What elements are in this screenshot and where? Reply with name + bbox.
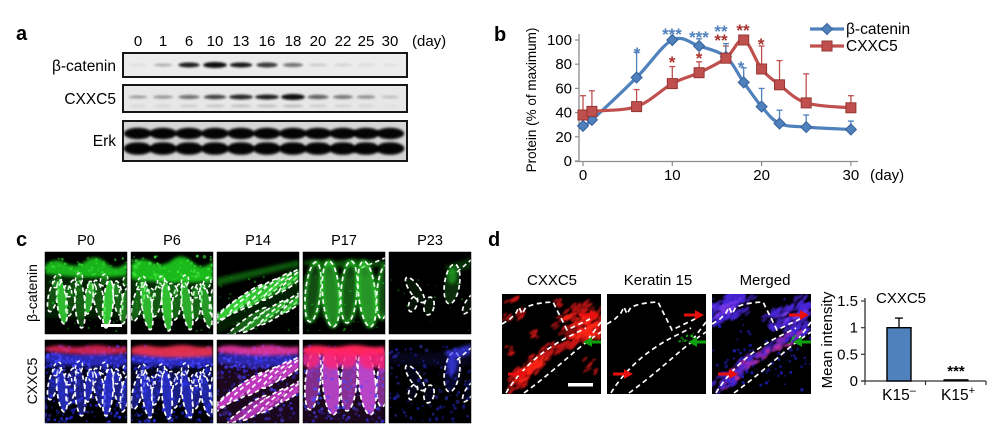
svg-text:16: 16	[259, 33, 276, 50]
svg-text:P14: P14	[245, 233, 271, 249]
svg-text:100: 100	[547, 32, 572, 49]
svg-text:6: 6	[185, 33, 193, 50]
svg-text:25: 25	[358, 33, 375, 50]
svg-text:d: d	[488, 229, 500, 251]
svg-text:b: b	[494, 24, 506, 46]
svg-text:18: 18	[285, 33, 302, 50]
svg-text:P0: P0	[77, 233, 95, 249]
svg-text:13: 13	[233, 33, 250, 50]
svg-text:**: **	[736, 21, 750, 40]
svg-text:0: 0	[564, 153, 572, 170]
svg-text:CXXC5: CXXC5	[24, 357, 40, 404]
svg-text:0.5: 0.5	[837, 346, 858, 363]
svg-text:CXXC5: CXXC5	[64, 91, 116, 108]
svg-text:**: **	[714, 22, 728, 41]
svg-text:CXXC5: CXXC5	[846, 38, 898, 55]
svg-text:c: c	[16, 229, 27, 251]
svg-text:Keratin 15: Keratin 15	[624, 272, 692, 289]
svg-text:Protein (% of maximum): Protein (% of maximum)	[524, 28, 539, 173]
svg-text:β-catenin: β-catenin	[846, 21, 910, 38]
svg-text:K15+: K15+	[941, 385, 975, 404]
svg-text:CXXC5: CXXC5	[527, 272, 577, 289]
svg-text:30: 30	[382, 33, 399, 50]
svg-text:Erk: Erk	[93, 133, 117, 150]
svg-text:**: **	[714, 31, 728, 50]
svg-text:*: *	[738, 58, 745, 77]
svg-text:1: 1	[159, 33, 167, 50]
svg-text:20: 20	[310, 33, 327, 50]
svg-text:10: 10	[207, 33, 224, 50]
svg-text:*: *	[634, 44, 641, 63]
svg-text:P6: P6	[163, 233, 181, 249]
svg-text:80: 80	[555, 56, 572, 73]
svg-text:Mean intensity: Mean intensity	[819, 291, 836, 388]
svg-text:1.5: 1.5	[837, 293, 858, 310]
svg-text:*: *	[669, 53, 676, 72]
svg-text:40: 40	[555, 105, 572, 122]
svg-text:(day): (day)	[412, 33, 446, 50]
svg-text:***: ***	[689, 28, 709, 47]
svg-text:P23: P23	[417, 233, 443, 249]
svg-text:a: a	[16, 23, 28, 45]
svg-text:***: ***	[947, 363, 965, 380]
svg-text:30: 30	[843, 167, 860, 184]
svg-text:***: ***	[662, 25, 682, 44]
svg-text:0: 0	[850, 373, 858, 390]
svg-text:β-catenin: β-catenin	[24, 264, 40, 322]
svg-text:10: 10	[664, 167, 681, 184]
svg-text:1: 1	[850, 320, 858, 337]
svg-text:0: 0	[134, 33, 142, 50]
svg-text:0: 0	[579, 167, 587, 184]
svg-text:22: 22	[335, 33, 352, 50]
svg-text:60: 60	[555, 80, 572, 97]
svg-text:20: 20	[753, 167, 770, 184]
svg-text:K15–: K15–	[882, 385, 917, 404]
svg-text:(day): (day)	[870, 167, 904, 184]
svg-text:CXXC5: CXXC5	[876, 290, 926, 307]
svg-text:*: *	[696, 49, 703, 68]
svg-text:Merged: Merged	[740, 272, 791, 289]
svg-text:P17: P17	[331, 233, 357, 249]
svg-text:20: 20	[555, 129, 572, 146]
svg-text:*: *	[758, 35, 765, 54]
svg-text:β-catenin: β-catenin	[52, 58, 116, 75]
